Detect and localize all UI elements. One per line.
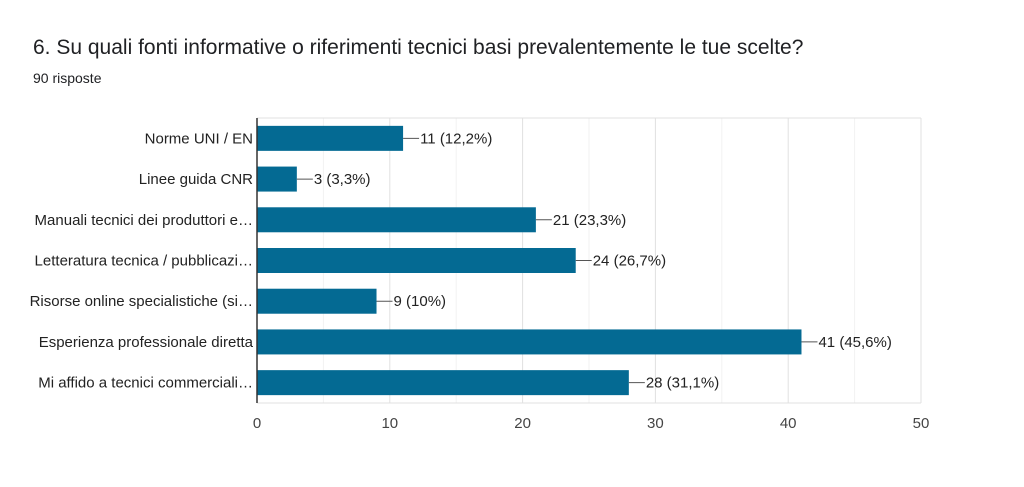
bar (257, 288, 377, 314)
value-label: 24 (26,7%) (593, 253, 666, 270)
x-tick-label: 50 (913, 415, 930, 432)
x-tick-label: 20 (514, 415, 531, 432)
x-tick-label: 0 (253, 415, 261, 432)
category-label: Norme UNI / EN (145, 130, 253, 147)
category-label: Mi affido a tecnici commerciali… (38, 375, 253, 392)
category-label: Linee guida CNR (139, 171, 253, 188)
value-label: 11 (12,2%) (420, 130, 492, 147)
bar (257, 248, 576, 273)
category-label: Risorse online specialistiche (si… (30, 293, 253, 310)
response-count: 90 risposte (33, 70, 102, 86)
x-tick-label: 10 (381, 415, 398, 432)
bar (257, 207, 536, 233)
bar (257, 329, 802, 355)
category-label: Esperienza professionale diretta (39, 334, 254, 351)
chart-title: 6. Su quali fonti informative o riferime… (33, 36, 804, 59)
x-tick-label: 40 (780, 415, 797, 432)
value-label: 21 (23,3%) (553, 212, 626, 229)
value-label: 41 (45,6%) (818, 334, 891, 351)
bar (257, 166, 297, 192)
bar (257, 125, 404, 151)
bar (257, 370, 629, 396)
value-label: 3 (3,3%) (314, 171, 371, 188)
category-label: Letteratura tecnica / pubblicazi… (35, 253, 253, 270)
category-label: Manuali tecnici dei produttori e… (35, 212, 253, 229)
value-label: 28 (31,1%) (646, 375, 719, 392)
x-tick-label: 30 (647, 415, 664, 432)
value-label: 9 (10%) (394, 293, 447, 310)
